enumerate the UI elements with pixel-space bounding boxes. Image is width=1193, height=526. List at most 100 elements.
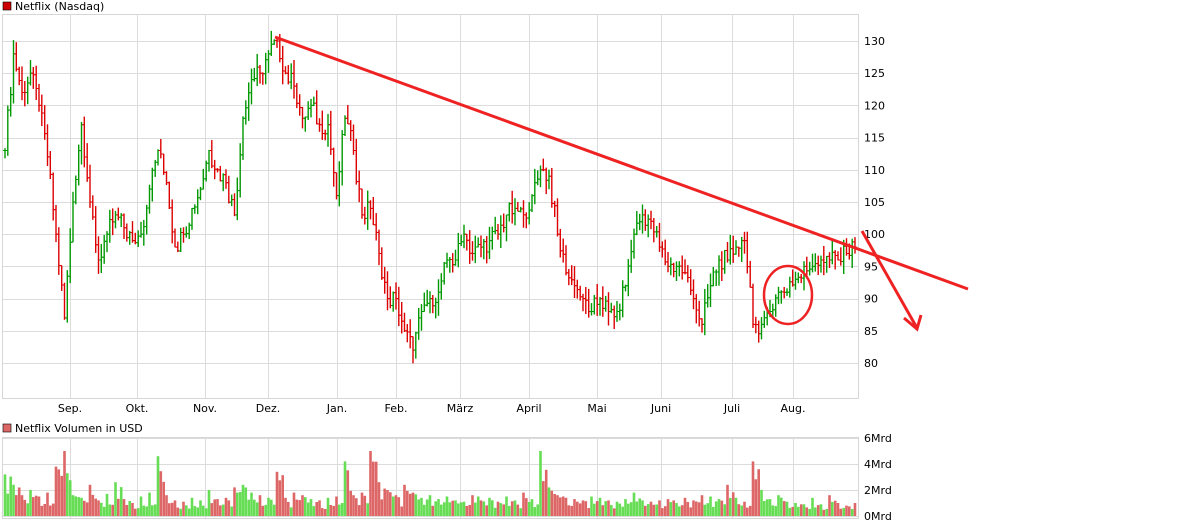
- volume-bar: [102, 506, 106, 516]
- volume-bar: [836, 503, 840, 516]
- ohlc-bar: [564, 245, 568, 276]
- volume-bar: [272, 504, 276, 516]
- volume-y-tick-label: 2Mrd: [864, 484, 892, 497]
- volume-bar: [709, 496, 712, 516]
- ohlc-bar: [507, 202, 512, 222]
- ohlc-bar: [260, 72, 265, 85]
- ohlc-bar: [150, 167, 155, 202]
- ohlc-bar: [518, 206, 523, 213]
- volume-bar: [193, 506, 197, 516]
- volume-bar: [219, 505, 222, 516]
- x-tick-label: Nov.: [193, 402, 217, 415]
- ohlc-bar: [617, 303, 622, 321]
- x-tick-label: Feb.: [385, 402, 408, 415]
- volume-bar: [29, 490, 32, 516]
- ohlc-bar: [382, 266, 387, 294]
- ohlc-bar: [221, 173, 226, 192]
- ohlc-bar: [677, 261, 682, 277]
- volume-bar: [485, 505, 488, 516]
- volume-bar: [366, 503, 369, 516]
- ohlc-bar: [572, 266, 577, 298]
- ohlc-bar: [167, 181, 172, 209]
- volume-bar: [765, 499, 769, 516]
- ohlc-bar: [646, 214, 651, 238]
- volume-bar: [66, 473, 69, 516]
- ohlc-bar: [759, 317, 764, 340]
- volume-bar: [454, 500, 457, 516]
- ohlc-bar: [207, 149, 211, 172]
- volume-bar: [397, 497, 401, 516]
- ohlc-bar: [821, 246, 826, 276]
- ohlc-bar: [226, 175, 231, 204]
- volume-bar: [791, 506, 794, 516]
- ohlc-bar: [603, 295, 608, 312]
- ohlc-bar: [700, 318, 704, 333]
- volume-bar: [754, 479, 758, 516]
- volume-bar: [564, 497, 568, 516]
- ohlc-bar: [235, 177, 240, 221]
- volume-bar: [417, 499, 420, 516]
- ohlc-bar: [836, 251, 840, 261]
- volume-bar: [729, 498, 732, 516]
- volume-bar: [510, 501, 514, 516]
- ohlc-bar: [549, 168, 554, 208]
- ohlc-bar: [17, 66, 22, 86]
- ohlc-bar: [45, 124, 50, 166]
- volume-bar: [145, 506, 148, 516]
- volume-bar: [281, 475, 284, 516]
- ohlc-bar: [541, 158, 546, 172]
- volume-bar: [284, 497, 287, 516]
- ohlc-bar: [643, 209, 648, 231]
- volume-plot-frame: [2, 437, 859, 519]
- volume-bar: [559, 497, 562, 516]
- ohlc-bar: [569, 265, 574, 286]
- price-chart-title: Netflix (Nasdaq): [15, 0, 104, 13]
- volume-bar: [425, 499, 429, 516]
- volume-bar: [221, 504, 225, 516]
- ohlc-bar: [467, 230, 472, 264]
- volume-bar: [241, 484, 245, 516]
- volume-bar: [3, 474, 7, 516]
- ohlc-bar: [195, 189, 200, 215]
- volume-bar: [352, 495, 355, 516]
- ohlc-bar: [99, 243, 104, 273]
- volume-bar: [593, 503, 596, 516]
- ohlc-bar: [589, 303, 594, 316]
- volume-bar: [516, 504, 520, 516]
- ohlc-bar: [263, 52, 268, 85]
- ohlc-bar: [113, 210, 118, 229]
- volume-bar: [170, 502, 174, 516]
- volume-bar: [230, 506, 233, 516]
- volume-bar: [627, 503, 630, 516]
- volume-bar: [258, 495, 262, 516]
- volume-bar: [757, 469, 760, 516]
- ohlc-bar: [620, 280, 625, 318]
- ohlc-bar: [136, 230, 141, 247]
- volume-bar: [153, 504, 157, 516]
- y-tick-label: 100: [864, 228, 885, 241]
- ohlc-bar: [391, 291, 396, 312]
- volume-bar: [377, 482, 381, 516]
- volume-bar: [491, 500, 494, 516]
- volume-bar: [785, 501, 789, 516]
- volume-bar: [737, 504, 741, 516]
- volume-bar: [57, 469, 61, 516]
- x-tick-label: Sep.: [58, 402, 82, 415]
- volume-bar: [471, 495, 474, 516]
- volume-bar: [111, 504, 114, 516]
- volume-bar: [465, 506, 469, 516]
- ohlc-bar: [555, 198, 560, 237]
- volume-bar: [315, 502, 318, 516]
- volume-bar: [168, 503, 171, 516]
- volume-bar: [423, 504, 426, 516]
- volume-bar: [210, 503, 214, 516]
- volume-bar: [451, 500, 454, 516]
- ohlc-bar: [493, 216, 498, 235]
- volume-bar: [669, 502, 673, 516]
- y-tick-label: 85: [864, 325, 878, 338]
- ohlc-bar: [487, 226, 492, 260]
- ohlc-bar: [612, 305, 617, 329]
- volume-bar: [539, 451, 542, 516]
- volume-bar: [584, 501, 588, 516]
- ohlc-bar: [742, 231, 747, 254]
